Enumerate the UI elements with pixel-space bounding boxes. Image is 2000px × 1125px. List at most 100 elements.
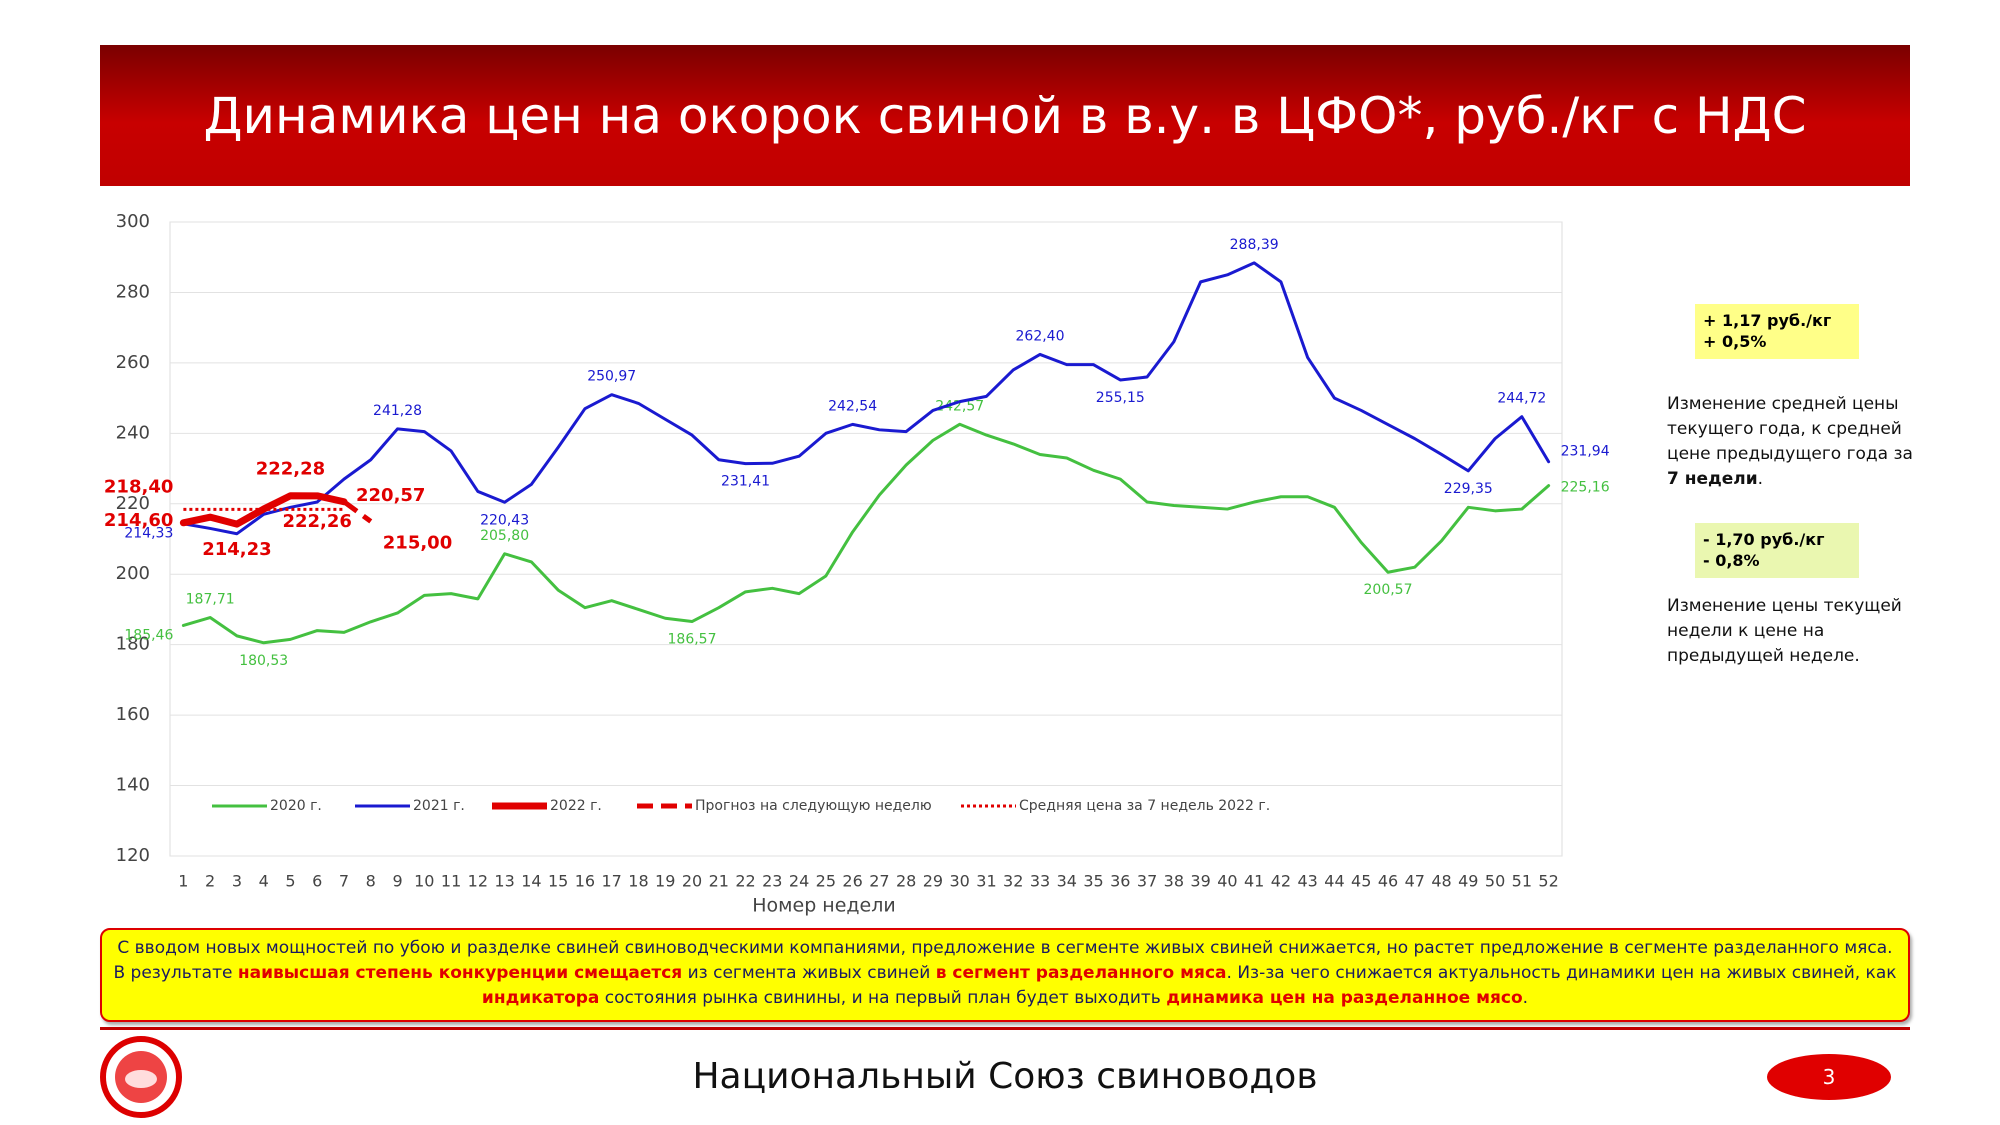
x-tick-label: 10 <box>414 872 434 891</box>
note-text-segment: 7 недели <box>1667 469 1758 489</box>
legend-label: 2022 г. <box>550 798 602 814</box>
y-tick-label: 120 <box>116 845 150 866</box>
x-axis-label: Номер недели <box>752 895 895 917</box>
footer-organization: Национальный Союз свиноводов <box>692 1056 1318 1097</box>
slide-title: Динамика цен на окорок свиной в в.у. в Ц… <box>100 45 1910 186</box>
x-tick-label: 16 <box>575 872 595 891</box>
legend-label: 2021 г. <box>413 798 465 814</box>
x-tick-label: 25 <box>816 872 836 891</box>
data-label: 242,54 <box>828 398 877 414</box>
x-tick-label: 8 <box>366 872 376 891</box>
data-label: 244,72 <box>1497 391 1546 407</box>
x-tick-label: 12 <box>468 872 488 891</box>
x-tick-label: 5 <box>285 872 295 891</box>
x-tick-label: 22 <box>735 872 755 891</box>
data-label: 205,80 <box>480 528 529 544</box>
legend-label: Средняя цена за 7 недель 2022 г. <box>1019 798 1270 814</box>
note-text-segment: Изменение цены текущей недели к цене на … <box>1667 596 1902 666</box>
note-box-line: + 0,5% <box>1703 332 1767 351</box>
x-tick-label: 29 <box>923 872 943 891</box>
x-tick-label: 1 <box>178 872 188 891</box>
data-label: 242,57 <box>935 398 984 414</box>
x-tick-label: 19 <box>655 872 675 891</box>
x-tick-label: 17 <box>602 872 622 891</box>
data-label: 250,97 <box>587 369 636 385</box>
bottom-note-segment: в сегмент разделанного мяса <box>935 963 1227 983</box>
x-tick-label: 47 <box>1405 872 1425 891</box>
data-label: 229,35 <box>1444 481 1493 497</box>
y-tick-label: 180 <box>116 634 150 655</box>
data-label: 225,16 <box>1561 480 1610 496</box>
series-line <box>181 261 1551 536</box>
x-tick-label: 4 <box>259 872 269 891</box>
series-line <box>342 499 373 524</box>
bottom-note-segment: динамика цен на разделанное мясо <box>1166 988 1523 1008</box>
y-tick-label: 220 <box>116 493 150 514</box>
x-tick-label: 3 <box>232 872 242 891</box>
y-tick-label: 160 <box>116 704 150 725</box>
x-tick-label: 49 <box>1458 872 1478 891</box>
note-text-segment: Изменение средней цены текущего года, к … <box>1667 394 1913 464</box>
bottom-note-segment: С вводом новых мощностей по убою и разде… <box>113 938 1893 983</box>
data-label: 241,28 <box>373 403 422 419</box>
page-number: 3 <box>1767 1054 1891 1100</box>
x-tick-label: 51 <box>1512 872 1532 891</box>
data-label: 186,57 <box>668 632 717 648</box>
x-tick-label: 35 <box>1083 872 1103 891</box>
bottom-note-segment: из сегмента живых свиней <box>682 963 936 983</box>
x-tick-label: 14 <box>521 872 541 891</box>
note-box-line: - 1,70 руб./кг <box>1703 530 1825 549</box>
y-tick-label: 200 <box>116 563 150 584</box>
x-tick-label: 23 <box>762 872 782 891</box>
note-box-line: + 1,17 руб./кг <box>1703 311 1832 330</box>
y-tick-label: 240 <box>116 422 150 443</box>
x-tick-label: 37 <box>1137 872 1157 891</box>
x-tick-label: 52 <box>1538 872 1558 891</box>
data-label: 255,15 <box>1096 390 1145 406</box>
x-tick-label: 20 <box>682 872 702 891</box>
x-tick-label: 39 <box>1190 872 1210 891</box>
note-box-line: - 0,8% <box>1703 551 1760 570</box>
data-label: 222,26 <box>282 511 351 532</box>
x-tick-label: 45 <box>1351 872 1371 891</box>
x-tick-label: 44 <box>1324 872 1344 891</box>
x-tick-label: 36 <box>1110 872 1130 891</box>
x-tick-label: 27 <box>869 872 889 891</box>
data-label: 215,00 <box>383 532 452 553</box>
data-label: 214,33 <box>124 526 173 542</box>
data-label: 214,23 <box>202 539 271 560</box>
x-tick-label: 34 <box>1057 872 1077 891</box>
data-label: 187,71 <box>186 592 235 608</box>
note-box: - 1,70 руб./кг - 0,8% <box>1695 523 1859 578</box>
x-tick-label: 28 <box>896 872 916 891</box>
data-label: 220,43 <box>480 512 529 528</box>
bottom-note-segment: состояния рынка свинины, и на первый пла… <box>599 988 1167 1008</box>
x-tick-label: 43 <box>1298 872 1318 891</box>
data-label: 220,57 <box>356 485 425 506</box>
data-label: 222,28 <box>256 459 325 480</box>
x-tick-label: 42 <box>1271 872 1291 891</box>
x-tick-label: 21 <box>709 872 729 891</box>
x-tick-label: 2 <box>205 872 215 891</box>
y-tick-label: 280 <box>116 281 150 302</box>
divider <box>100 1027 1910 1030</box>
x-tick-label: 32 <box>1003 872 1023 891</box>
x-tick-label: 15 <box>548 872 568 891</box>
note-text: Изменение средней цены текущего года, к … <box>1667 392 1917 492</box>
x-tick-label: 9 <box>392 872 402 891</box>
data-label: 231,94 <box>1561 444 1610 460</box>
y-tick-label: 260 <box>116 352 150 373</box>
x-tick-label: 48 <box>1431 872 1451 891</box>
note-box: + 1,17 руб./кг + 0,5% <box>1695 304 1859 359</box>
x-tick-label: 6 <box>312 872 322 891</box>
bottom-note: С вводом новых мощностей по убою и разде… <box>100 928 1910 1022</box>
x-tick-label: 30 <box>950 872 970 891</box>
plot-area <box>169 221 1563 857</box>
logo-pig <box>125 1070 157 1088</box>
x-tick-label: 26 <box>842 872 862 891</box>
data-label: 200,57 <box>1364 582 1413 598</box>
bottom-note-segment: индикатора <box>481 988 600 1008</box>
data-label: 180,53 <box>239 653 288 669</box>
x-tick-label: 38 <box>1164 872 1184 891</box>
